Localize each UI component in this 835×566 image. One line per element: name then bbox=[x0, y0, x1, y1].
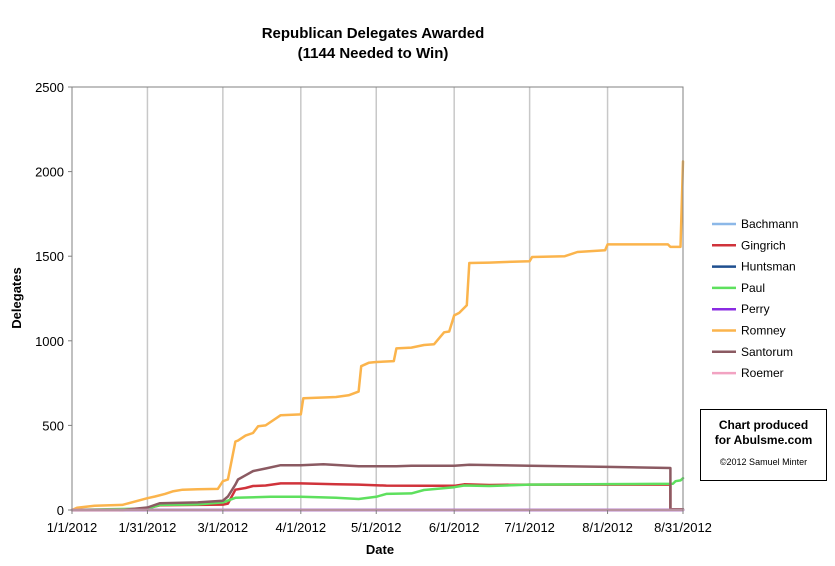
legend-label-gingrich: Gingrich bbox=[741, 238, 786, 252]
legend-label-roemer: Roemer bbox=[741, 366, 784, 380]
legend-label-paul: Paul bbox=[741, 281, 765, 295]
y-tick-label: 1000 bbox=[35, 334, 64, 349]
chart-title: Republican Delegates Awarded bbox=[262, 25, 485, 42]
y-tick-label: 0 bbox=[57, 503, 64, 518]
legend-label-romney: Romney bbox=[741, 324, 786, 338]
x-axis-ticks: 1/1/2012 1/31/2012 3/1/2012 4/1/2012 5/1/201… bbox=[47, 510, 712, 535]
x-tick-label: 7/1/2012 bbox=[504, 520, 555, 535]
plot-frame bbox=[71, 86, 684, 511]
legend-label-perry: Perry bbox=[741, 302, 770, 316]
x-tick-label: 6/1/2012 bbox=[429, 520, 480, 535]
credit-box: Chart produced for Abulsme.com ©2012 Sam… bbox=[700, 409, 827, 481]
x-tick-label: 8/31/2012 bbox=[654, 520, 712, 535]
y-tick-label: 500 bbox=[42, 418, 64, 433]
x-tick-label: 1/1/2012 bbox=[47, 520, 98, 535]
y-tick-label: 2000 bbox=[35, 165, 64, 180]
legend-label-santorum: Santorum bbox=[741, 345, 793, 359]
series-lines bbox=[70, 160, 685, 512]
chart-subtitle: (1144 Needed to Win) bbox=[298, 45, 449, 62]
credit-copyright: ©2012 Samuel Minter bbox=[719, 457, 808, 467]
y-axis-ticks: 0 500 1000 1500 2000 2500 bbox=[35, 80, 72, 518]
series-line-paul bbox=[70, 476, 685, 512]
x-tick-label: 5/1/2012 bbox=[351, 520, 402, 535]
legend-label-huntsman: Huntsman bbox=[741, 260, 796, 274]
legend: Bachmann Gingrich Huntsman Paul Perry Romney S… bbox=[712, 217, 798, 380]
legend-label-bachmann: Bachmann bbox=[741, 217, 798, 231]
credit-line-2: for Abulsme.com bbox=[714, 433, 813, 447]
series-line-santorum bbox=[70, 463, 685, 512]
x-tick-label: 4/1/2012 bbox=[276, 520, 327, 535]
x-tick-label: 8/1/2012 bbox=[582, 520, 633, 535]
x-tick-label: 3/1/2012 bbox=[198, 520, 249, 535]
y-tick-label: 2500 bbox=[35, 80, 64, 95]
series-line-romney bbox=[70, 160, 685, 512]
y-axis-title: Delegates bbox=[9, 267, 24, 328]
grid bbox=[146, 87, 609, 510]
x-axis-title: Date bbox=[366, 542, 394, 557]
credit-line-1: Chart produced bbox=[718, 418, 809, 432]
x-tick-label: 1/31/2012 bbox=[119, 520, 177, 535]
y-tick-label: 1500 bbox=[35, 249, 64, 264]
